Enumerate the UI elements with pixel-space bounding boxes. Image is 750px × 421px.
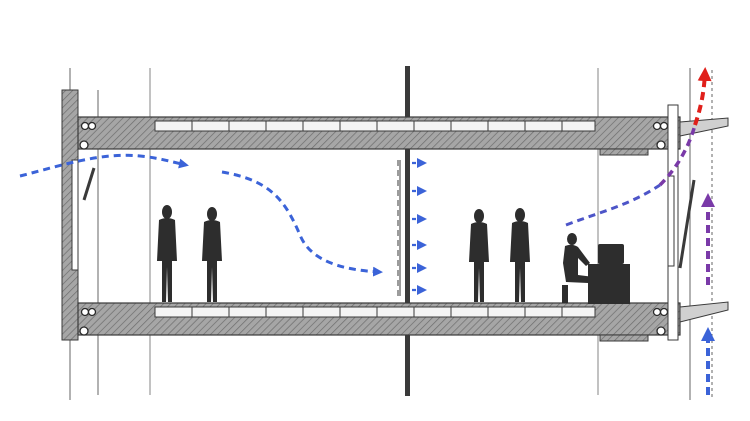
bolt	[87, 121, 97, 131]
standing-person	[202, 207, 222, 302]
exhaust-purple	[658, 124, 697, 187]
standing-person	[510, 208, 530, 302]
desk-with-monitor	[588, 244, 630, 304]
people	[157, 205, 630, 304]
standing-person	[157, 205, 177, 302]
left-facade	[61, 89, 96, 341]
lower-slab	[77, 302, 681, 342]
seated-worker	[562, 233, 594, 303]
bolt	[80, 307, 90, 317]
bolt	[656, 326, 666, 336]
bolt	[79, 326, 89, 336]
diffuser	[397, 160, 401, 296]
bolt	[652, 121, 662, 131]
fresh-air-inlet	[19, 153, 189, 178]
exhaust-to-facade	[565, 183, 661, 227]
room-airflow	[221, 170, 383, 277]
diffuser-arrows	[412, 158, 427, 295]
central-column	[405, 66, 410, 396]
bolt	[80, 121, 90, 131]
bolt	[87, 307, 97, 317]
bolt	[656, 140, 666, 150]
right-facade	[667, 104, 729, 341]
bolt	[659, 121, 669, 131]
bolt	[659, 307, 669, 317]
standing-person	[469, 209, 489, 302]
exhaust-red	[693, 67, 712, 126]
slab-bolts	[79, 121, 669, 336]
upper-slab	[77, 116, 681, 156]
bolt	[79, 140, 89, 150]
bolt	[652, 307, 662, 317]
